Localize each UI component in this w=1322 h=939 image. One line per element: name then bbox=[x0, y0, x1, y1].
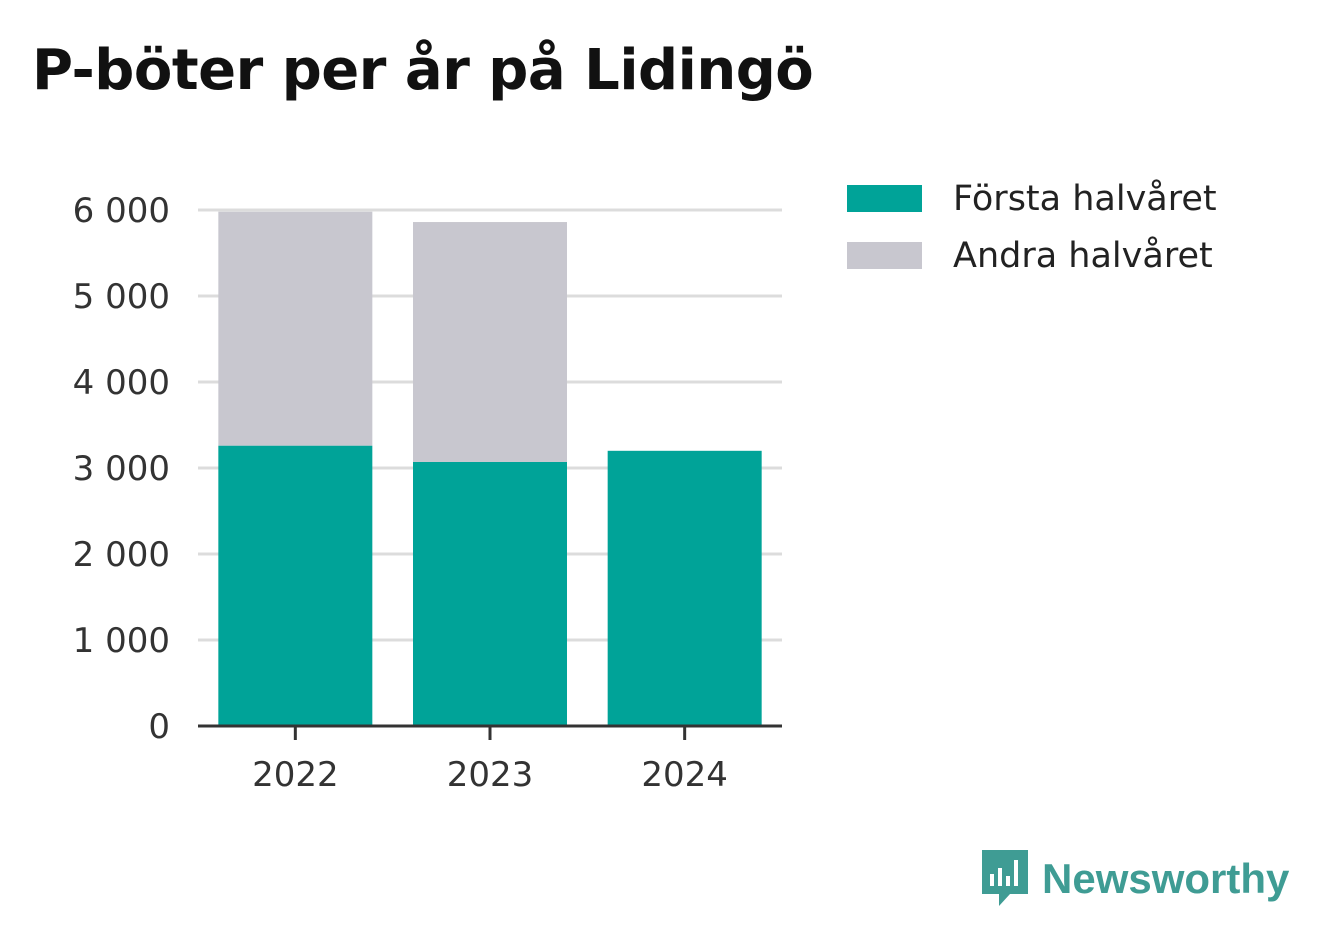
x-tick-label: 2024 bbox=[641, 755, 728, 795]
bar-2022-first-half bbox=[218, 445, 373, 726]
bars bbox=[218, 211, 762, 726]
x-tick-label: 2022 bbox=[252, 755, 339, 795]
y-tick-label: 5 000 bbox=[73, 277, 170, 317]
legend-swatch-second-half bbox=[847, 242, 922, 269]
bar-2023-first-half bbox=[413, 461, 567, 726]
brand-name: Newsworthy bbox=[1042, 855, 1290, 902]
bar-2024-first-half bbox=[607, 450, 762, 726]
bar-2023-second-half bbox=[413, 222, 567, 462]
brand: Newsworthy bbox=[980, 848, 1289, 910]
y-tick-label: 0 bbox=[148, 707, 170, 747]
legend-label-second-half: Andra halvåret bbox=[953, 235, 1213, 276]
y-tick-label: 6 000 bbox=[73, 191, 170, 231]
legend-label-first-half: Första halvåret bbox=[953, 178, 1217, 219]
legend-item-first-half: Första halvåret bbox=[847, 170, 1217, 227]
axes: 0 1 000 2 000 3 000 4 000 5 000 6 000 2022 2023 2… bbox=[73, 191, 782, 795]
x-tick-label: 2023 bbox=[447, 755, 534, 795]
newsworthy-logo-icon bbox=[982, 850, 1028, 906]
legend-item-second-half: Andra halvåret bbox=[847, 227, 1217, 284]
chart-title: P-böter per år på Lidingö bbox=[32, 38, 814, 103]
y-tick-label: 4 000 bbox=[73, 363, 170, 403]
legend: Första halvåret Andra halvåret bbox=[847, 170, 1217, 284]
y-tick-label: 3 000 bbox=[73, 449, 170, 489]
y-tick-label: 2 000 bbox=[73, 535, 170, 575]
bar-2022-second-half bbox=[218, 211, 373, 446]
legend-swatch-first-half bbox=[847, 185, 922, 212]
y-tick-label: 1 000 bbox=[73, 621, 170, 661]
